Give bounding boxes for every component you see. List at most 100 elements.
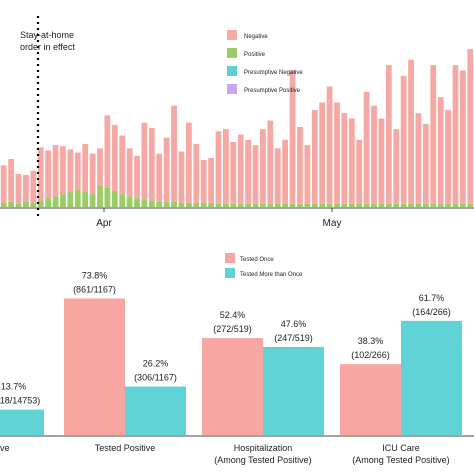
bar-negative — [326, 86, 333, 204]
bar-positive — [185, 202, 192, 207]
bar-negative — [15, 173, 22, 204]
bar-negative — [341, 113, 348, 204]
bar-positive — [445, 203, 451, 207]
bar-tested-more — [0, 409, 44, 435]
legend-swatch-tested-once — [225, 253, 235, 263]
bar-positive — [393, 203, 400, 207]
data-label-percent: 13.7% — [1, 382, 27, 392]
bar-negative — [215, 131, 222, 204]
bar-positive — [67, 192, 74, 207]
bottom-legend: Tested Once Tested More than Once — [225, 253, 303, 278]
bar-positive — [141, 199, 148, 207]
bar-negative — [104, 115, 111, 188]
bar-negative — [282, 139, 289, 204]
bar-positive — [8, 201, 14, 207]
bar-positive — [311, 203, 318, 207]
bar-positive — [119, 194, 126, 207]
bar-negative — [0, 165, 7, 203]
bar-negative — [334, 102, 340, 204]
x-tick-label: Tested Positive — [95, 443, 156, 453]
bar-negative — [363, 91, 370, 204]
bar-negative — [37, 147, 44, 201]
legend-label-tested-more: Tested More than Once — [240, 272, 303, 278]
bar-positive — [356, 203, 363, 207]
x-tick-label-sub: (Among Tested Positive) — [214, 455, 311, 465]
bar-positive — [460, 203, 466, 207]
bar-positive — [0, 202, 7, 207]
bar-positive — [208, 202, 214, 207]
bar-negative — [89, 153, 96, 195]
bar-negative — [119, 135, 126, 195]
top-legend: Negative Positive Presumptive Negative P… — [227, 30, 303, 94]
bar-positive — [200, 202, 207, 207]
bar-negative — [408, 59, 414, 204]
legend-label-tested-once: Tested Once — [240, 257, 274, 263]
bar-negative — [467, 49, 474, 204]
bar-negative — [23, 175, 29, 202]
bar-negative — [67, 149, 74, 193]
x-tick-label-apr: Apr — [96, 218, 112, 229]
legend-label-presumptive-positive: Presumptive Positive — [244, 88, 301, 94]
data-label-percent: 52.4% — [220, 310, 246, 320]
bar-negative — [148, 128, 155, 201]
legend-swatch-negative — [227, 30, 237, 40]
bar-negative — [111, 124, 118, 191]
bar-negative — [422, 123, 429, 204]
bar-positive — [134, 198, 140, 207]
bar-positive — [82, 192, 89, 207]
bar-negative — [267, 120, 274, 204]
bar-negative — [45, 150, 52, 199]
bar-positive — [252, 203, 259, 207]
data-label-count: (102/266) — [351, 350, 390, 360]
x-tick-label: ICU Care — [382, 443, 420, 453]
bar-negative — [156, 153, 163, 202]
bar-negative — [274, 148, 281, 204]
bar-negative — [134, 155, 140, 199]
bar-negative — [297, 127, 303, 204]
bar-positive — [430, 203, 437, 207]
bar-positive — [378, 203, 385, 207]
data-label-count: (164/266) — [412, 307, 451, 317]
bar-positive — [282, 203, 289, 207]
bar-negative — [200, 160, 207, 203]
bar-positive — [415, 203, 422, 207]
bar-positive — [104, 187, 111, 207]
data-label-percent: 47.6% — [281, 319, 307, 329]
bar-positive — [15, 203, 22, 207]
bar-negative — [452, 65, 459, 204]
bar-positive — [97, 185, 103, 207]
bar-tested-once — [64, 298, 125, 435]
bar-positive — [422, 203, 429, 207]
bar-negative — [356, 139, 363, 204]
bar-positive — [111, 191, 118, 207]
bar-positive — [260, 203, 266, 207]
bar-positive — [363, 203, 370, 207]
bar-positive — [274, 203, 281, 207]
bar-positive — [171, 201, 177, 207]
bar-positive — [371, 203, 377, 207]
bar-positive — [178, 202, 185, 207]
bar-positive — [385, 203, 392, 207]
bar-negative — [319, 102, 326, 204]
bar-negative — [74, 152, 81, 190]
bar-positive — [319, 203, 326, 207]
bar-positive — [297, 203, 303, 207]
bar-positive — [89, 194, 96, 207]
bar-positive — [163, 201, 170, 207]
bar-negative — [304, 145, 311, 204]
bar-positive — [326, 203, 333, 207]
legend-swatch-presumptive-positive — [227, 84, 237, 94]
legend-label-negative: Negative — [244, 34, 268, 40]
annotation-line-1: Stay-at-home — [20, 30, 74, 40]
bar-positive — [60, 194, 66, 207]
bar-positive — [452, 203, 459, 207]
bar-positive — [126, 196, 133, 207]
bar-positive — [74, 189, 81, 207]
bar-negative — [52, 145, 59, 197]
bar-positive — [30, 202, 37, 207]
bar-negative — [348, 118, 355, 204]
bar-negative — [260, 129, 266, 204]
bar-positive — [467, 203, 474, 207]
bar-positive — [215, 203, 222, 207]
bar-negative — [60, 146, 66, 195]
